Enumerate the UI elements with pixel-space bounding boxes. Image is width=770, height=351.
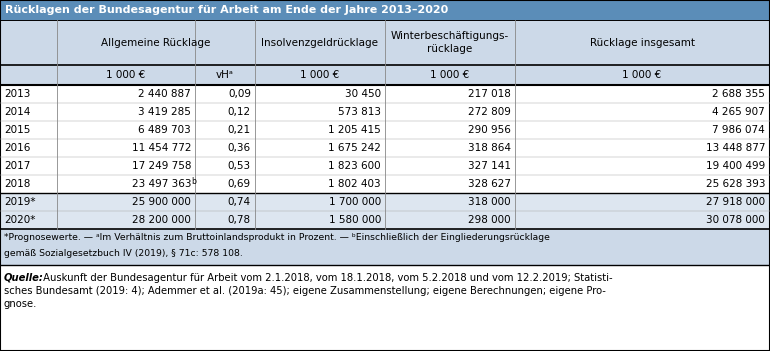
Text: 1 000 €: 1 000 € — [300, 70, 340, 80]
Text: 290 956: 290 956 — [468, 125, 511, 135]
Text: 13 448 877: 13 448 877 — [705, 143, 765, 153]
Text: 1 802 403: 1 802 403 — [328, 179, 381, 189]
Text: 30 078 000: 30 078 000 — [706, 215, 765, 225]
Bar — [0, 193, 770, 211]
Text: 1 000 €: 1 000 € — [106, 70, 146, 80]
Text: 2019*: 2019* — [4, 197, 35, 207]
Bar — [0, 139, 770, 157]
Text: b: b — [191, 177, 196, 185]
Text: 2014: 2014 — [4, 107, 30, 117]
Text: 2020*: 2020* — [4, 215, 35, 225]
Bar — [0, 20, 770, 65]
Text: vHᵃ: vHᵃ — [216, 70, 234, 80]
Bar — [0, 103, 770, 121]
Text: 1 823 600: 1 823 600 — [328, 161, 381, 171]
Bar — [0, 265, 770, 351]
Bar — [0, 229, 770, 265]
Text: Auskunft der Bundesagentur für Arbeit vom 2.1.2018, vom 18.1.2018, vom 5.2.2018 : Auskunft der Bundesagentur für Arbeit vo… — [40, 273, 613, 283]
Text: 318 000: 318 000 — [468, 197, 511, 207]
Text: 11 454 772: 11 454 772 — [132, 143, 191, 153]
Text: 0,36: 0,36 — [228, 143, 251, 153]
Text: Insolvenzgeldrücklage: Insolvenzgeldrücklage — [262, 38, 379, 47]
Bar — [0, 0, 770, 20]
Text: 2 688 355: 2 688 355 — [712, 89, 765, 99]
Text: 272 809: 272 809 — [468, 107, 511, 117]
Bar — [0, 65, 770, 85]
Text: Rücklagen der Bundesagentur für Arbeit am Ende der Jahre 2013–2020: Rücklagen der Bundesagentur für Arbeit a… — [5, 5, 448, 15]
Text: 30 450: 30 450 — [345, 89, 381, 99]
Text: Rücklage insgesamt: Rücklage insgesamt — [590, 38, 695, 47]
Text: 327 141: 327 141 — [468, 161, 511, 171]
Text: 1 700 000: 1 700 000 — [329, 197, 381, 207]
Bar — [0, 85, 770, 103]
Text: 0,74: 0,74 — [228, 197, 251, 207]
Text: 6 489 703: 6 489 703 — [139, 125, 191, 135]
Text: sches Bundesamt (2019: 4); Ademmer et al. (2019a: 45); eigene Zusammenstellung; : sches Bundesamt (2019: 4); Ademmer et al… — [4, 286, 606, 296]
Text: 573 813: 573 813 — [338, 107, 381, 117]
Text: Allgemeine Rücklage: Allgemeine Rücklage — [102, 38, 211, 47]
Text: 2018: 2018 — [4, 179, 30, 189]
Text: 0,53: 0,53 — [228, 161, 251, 171]
Text: 0,78: 0,78 — [228, 215, 251, 225]
Text: 0,12: 0,12 — [228, 107, 251, 117]
Text: 0,21: 0,21 — [228, 125, 251, 135]
Text: 4 265 907: 4 265 907 — [712, 107, 765, 117]
Text: 1 675 242: 1 675 242 — [328, 143, 381, 153]
Text: 1 580 000: 1 580 000 — [329, 215, 381, 225]
Text: 318 864: 318 864 — [468, 143, 511, 153]
Text: 2 440 887: 2 440 887 — [139, 89, 191, 99]
Text: *Prognosewerte. — ᵃIm Verhältnis zum Bruttoinlandsprodukt in Prozent. — ᵇEinschl: *Prognosewerte. — ᵃIm Verhältnis zum Bru… — [4, 233, 550, 243]
Bar — [0, 157, 770, 175]
Text: 3 419 285: 3 419 285 — [138, 107, 191, 117]
Text: Winterbeschäftigungs-
rücklage: Winterbeschäftigungs- rücklage — [391, 31, 509, 54]
Text: 25 628 393: 25 628 393 — [705, 179, 765, 189]
Text: 0,09: 0,09 — [228, 89, 251, 99]
Text: 25 900 000: 25 900 000 — [132, 197, 191, 207]
Bar — [0, 175, 770, 193]
Text: 2016: 2016 — [4, 143, 30, 153]
Text: 0,69: 0,69 — [228, 179, 251, 189]
Text: 298 000: 298 000 — [468, 215, 511, 225]
Text: 1 000 €: 1 000 € — [430, 70, 470, 80]
Text: 7 986 074: 7 986 074 — [712, 125, 765, 135]
Text: 2015: 2015 — [4, 125, 30, 135]
Text: 19 400 499: 19 400 499 — [706, 161, 765, 171]
Text: gnose.: gnose. — [4, 299, 38, 309]
Text: 23 497 363: 23 497 363 — [132, 179, 191, 189]
Text: 1 205 415: 1 205 415 — [328, 125, 381, 135]
Text: 217 018: 217 018 — [468, 89, 511, 99]
Text: 17 249 758: 17 249 758 — [132, 161, 191, 171]
Text: 2013: 2013 — [4, 89, 30, 99]
Text: 27 918 000: 27 918 000 — [706, 197, 765, 207]
Bar — [0, 211, 770, 229]
Bar — [0, 121, 770, 139]
Text: 28 200 000: 28 200 000 — [132, 215, 191, 225]
Text: gemäß Sozialgesetzbuch IV (2019), § 71c: 578 108.: gemäß Sozialgesetzbuch IV (2019), § 71c:… — [4, 249, 243, 258]
Text: 328 627: 328 627 — [468, 179, 511, 189]
Text: Quelle:: Quelle: — [4, 273, 44, 283]
Text: 2017: 2017 — [4, 161, 30, 171]
Text: 1 000 €: 1 000 € — [622, 70, 661, 80]
